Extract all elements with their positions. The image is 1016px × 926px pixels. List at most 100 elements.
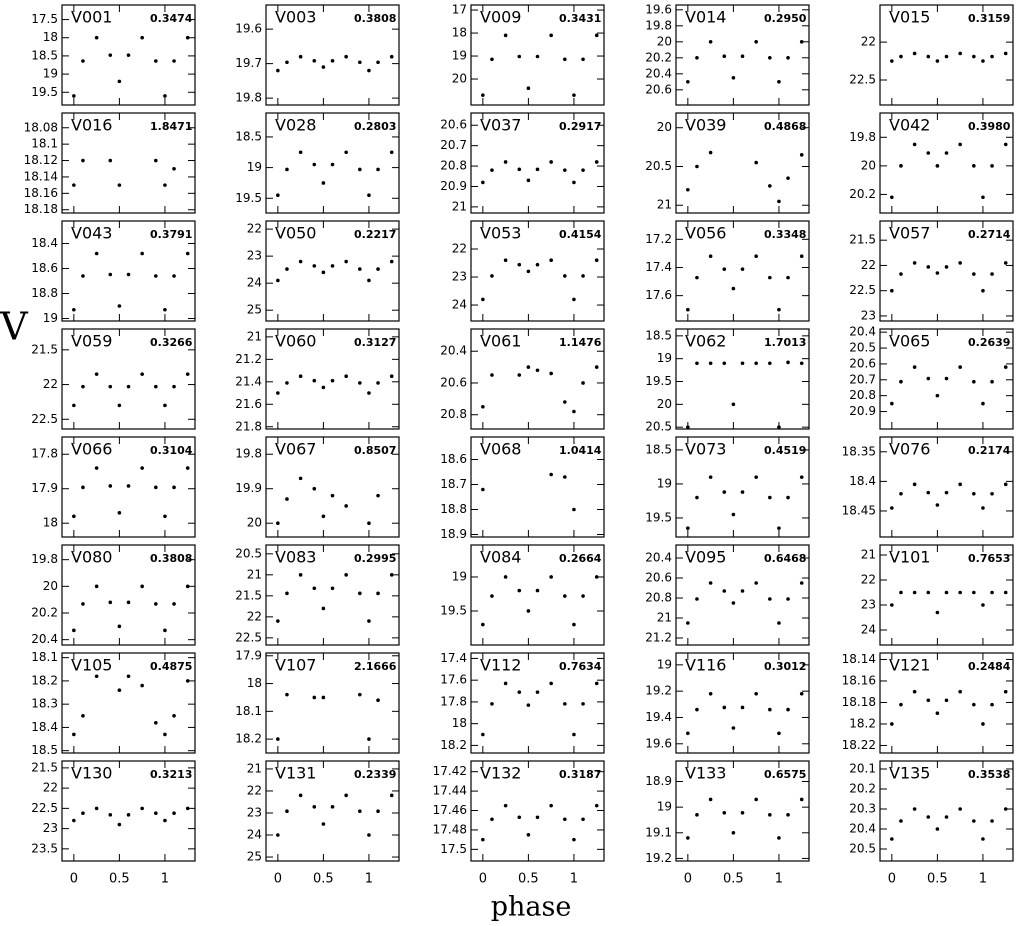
data-point [777, 836, 781, 840]
data-point [389, 54, 394, 59]
data-point [594, 803, 599, 808]
data-point [72, 183, 76, 187]
data-point [344, 150, 348, 155]
panel-frame [265, 652, 400, 754]
data-point [94, 372, 99, 376]
period-label: 0.6575 [764, 768, 806, 781]
panel-title: V003 [275, 8, 316, 27]
x-tick-label: 0.5 [518, 872, 539, 887]
data-point [358, 167, 362, 172]
data-point [72, 818, 76, 823]
data-point [981, 722, 985, 726]
y-tick-label: 18.08 [24, 120, 58, 134]
data-point [185, 35, 190, 40]
y-tick-label: 19 [657, 476, 672, 490]
data-point [108, 600, 113, 605]
data-point [358, 60, 362, 65]
y-tick-label: 21.2 [235, 352, 262, 366]
y-tick-label: 18.5 [645, 328, 672, 342]
panel-title: V067 [275, 440, 316, 459]
y-tick-label: 18.5 [31, 743, 58, 757]
data-point [321, 65, 326, 69]
y-tick-label: 18 [43, 30, 58, 44]
data-point [695, 56, 699, 60]
data-point [376, 698, 380, 703]
y-tick-label: 20.5 [235, 546, 262, 560]
data-point [958, 142, 962, 147]
data-point [890, 722, 894, 726]
panel-frame [61, 328, 196, 430]
data-point [535, 815, 540, 820]
y-tick-label: 20.3 [849, 802, 876, 816]
panel-title: V042 [889, 116, 930, 135]
data-point [154, 485, 158, 490]
data-point [376, 809, 380, 814]
data-point [126, 674, 131, 679]
data-point [117, 183, 122, 187]
data-point [344, 793, 348, 798]
data-point [276, 391, 280, 395]
data-point [581, 274, 585, 278]
data-point [376, 60, 380, 65]
x-tick-label: 1 [161, 872, 169, 887]
data-point [686, 836, 690, 840]
y-tick-label: 20 [247, 516, 262, 530]
data-point [594, 681, 599, 686]
y-tick-label: 18.1 [31, 137, 58, 151]
data-point [563, 57, 567, 62]
data-point [163, 94, 167, 98]
y-tick-label: 18.6 [440, 452, 467, 466]
data-point [330, 378, 335, 383]
data-point [126, 53, 131, 57]
y-tick-label: 20.4 [645, 551, 672, 565]
data-point [594, 33, 599, 38]
y-tick-label: 18.14 [24, 169, 58, 183]
data-point [126, 600, 131, 605]
panel-title: V001 [71, 8, 112, 27]
data-point [754, 361, 758, 366]
data-point [890, 401, 894, 406]
data-point [535, 167, 540, 172]
y-tick-label: 18.2 [31, 673, 58, 687]
data-point [94, 584, 99, 589]
data-point [890, 59, 894, 63]
y-tick-label: 19.5 [645, 510, 672, 524]
panel-title: V133 [685, 764, 726, 783]
x-tick-label: 0.5 [313, 872, 334, 887]
y-tick-label: 17.48 [433, 822, 467, 836]
data-point [108, 813, 113, 817]
data-point [768, 495, 772, 500]
y-tick-label: 22 [247, 609, 262, 623]
y-tick-label: 18.12 [24, 153, 58, 167]
data-point [722, 361, 727, 366]
data-point [594, 365, 599, 369]
period-label: 0.6468 [764, 552, 806, 565]
data-point [990, 702, 994, 707]
data-point [108, 272, 113, 277]
panel-title: V080 [71, 548, 112, 567]
panel-title: V039 [685, 116, 726, 135]
panel-title: V130 [71, 764, 112, 783]
data-point [768, 597, 772, 601]
data-point [972, 164, 976, 168]
panel-title: V132 [480, 764, 521, 783]
y-tick-label: 20.4 [31, 632, 58, 646]
data-point [81, 713, 85, 718]
data-point [944, 54, 949, 59]
y-tick-label: 25 [247, 303, 262, 317]
data-point [72, 628, 76, 633]
data-point [581, 594, 585, 598]
y-tick-label: 18.9 [440, 527, 467, 541]
data-point [276, 278, 280, 283]
panel-frame [879, 4, 1014, 106]
data-point [695, 813, 699, 817]
data-point [563, 168, 567, 172]
data-point [481, 404, 485, 409]
data-point [126, 484, 131, 488]
y-tick-label: 17.5 [31, 12, 58, 26]
data-point [321, 695, 326, 700]
data-point [708, 581, 713, 585]
panel-title: V057 [889, 224, 930, 243]
data-point [958, 365, 962, 369]
data-point [535, 262, 540, 267]
